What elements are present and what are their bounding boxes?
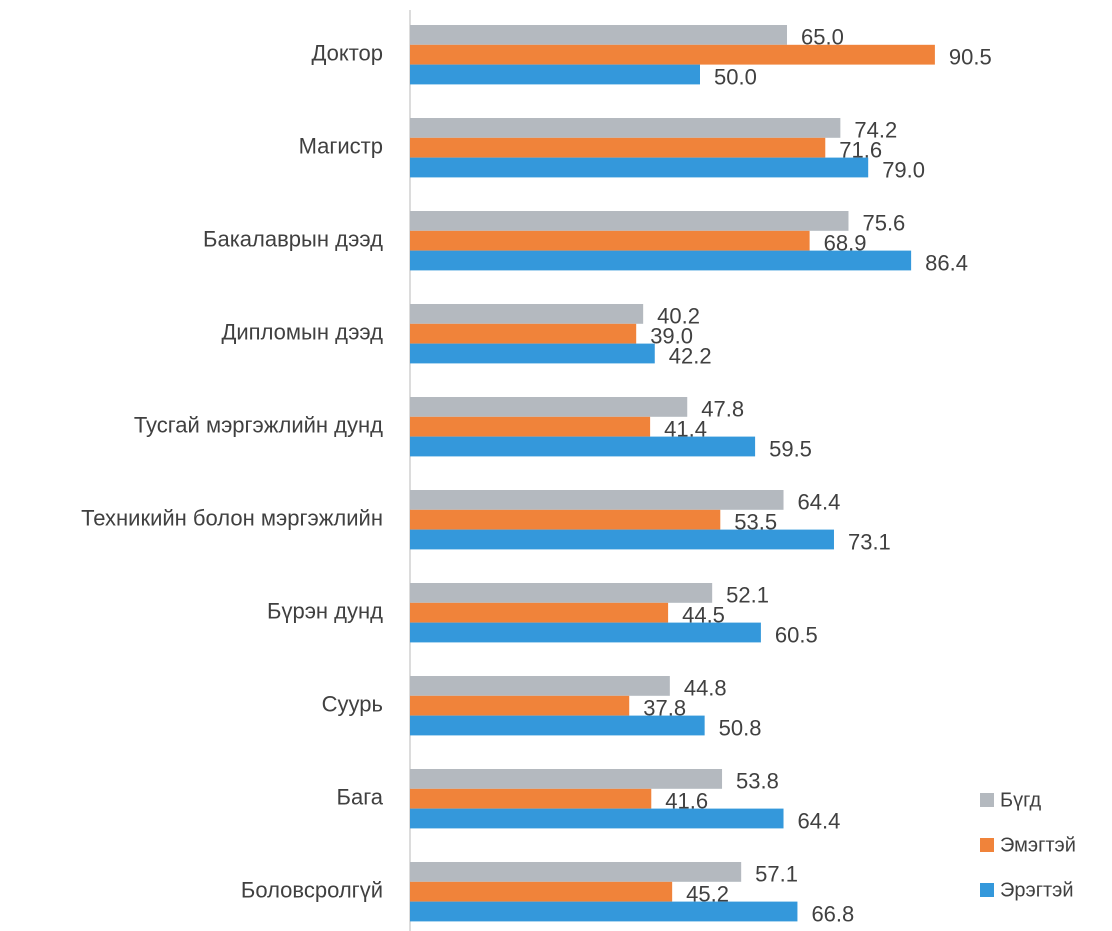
legend-label: Эрэгтэй	[1000, 879, 1074, 901]
bar	[410, 695, 630, 716]
legend-label: Бүгд	[1000, 789, 1042, 811]
value-label: 44.8	[684, 676, 727, 701]
category-label: Суурь	[322, 692, 383, 717]
value-label: 50.0	[714, 64, 757, 89]
value-label: 39.0	[650, 324, 693, 349]
bar	[410, 788, 652, 809]
bar	[410, 230, 810, 251]
bar	[410, 676, 670, 696]
bar	[410, 769, 723, 789]
bar	[410, 250, 912, 271]
category-label: Бакалаврын дээд	[203, 227, 383, 252]
category-label: Магистр	[299, 134, 383, 159]
value-label: 73.1	[848, 529, 891, 554]
bar	[410, 343, 655, 364]
bar	[410, 304, 644, 324]
bar	[410, 583, 713, 603]
bar	[410, 490, 784, 510]
bar	[410, 323, 637, 344]
value-label: 50.8	[719, 715, 762, 740]
value-label: 64.4	[798, 808, 841, 833]
bar	[410, 622, 761, 643]
bar	[410, 901, 798, 922]
value-label: 40.2	[657, 304, 700, 329]
bar	[410, 602, 669, 623]
value-label: 42.2	[669, 343, 712, 368]
value-label: 47.8	[701, 397, 744, 422]
value-label: 90.5	[949, 45, 992, 70]
bar	[410, 862, 742, 882]
value-label: 74.2	[854, 118, 897, 143]
category-label: Доктор	[311, 41, 383, 66]
value-label: 79.0	[882, 157, 925, 182]
legend-swatch	[980, 793, 994, 807]
category-label: Боловсролгүй	[241, 878, 383, 903]
bar	[410, 715, 705, 736]
bar	[410, 509, 721, 530]
category-label: Тусгай мэргэжлийн дунд	[134, 413, 383, 438]
bar	[410, 44, 935, 65]
bar	[410, 881, 673, 902]
bar	[410, 808, 784, 829]
bar	[410, 416, 651, 437]
bar	[410, 397, 688, 417]
legend-swatch	[980, 838, 994, 852]
bar	[410, 211, 849, 231]
bar	[410, 64, 700, 85]
category-label: Бүрэн дунд	[267, 599, 383, 624]
bar	[410, 157, 869, 178]
legend-swatch	[980, 883, 994, 897]
value-label: 60.5	[775, 622, 818, 647]
bar	[410, 118, 841, 138]
value-label: 59.5	[769, 436, 812, 461]
value-label: 66.8	[811, 901, 854, 926]
value-label: 53.8	[736, 769, 779, 794]
value-label: 57.1	[755, 862, 798, 887]
bar	[410, 436, 756, 457]
category-label: Бага	[337, 785, 384, 810]
value-label: 86.4	[925, 250, 968, 275]
value-label: 64.4	[798, 490, 841, 515]
category-label: Дипломын дээд	[221, 320, 383, 345]
value-label: 75.6	[862, 211, 905, 236]
legend-label: Эмэгтэй	[1000, 834, 1076, 856]
bar	[410, 529, 834, 550]
bar	[410, 25, 787, 45]
category-label: Техникийн болон мэргэжлийн	[81, 506, 383, 531]
bar	[410, 137, 826, 158]
value-label: 52.1	[726, 583, 769, 608]
